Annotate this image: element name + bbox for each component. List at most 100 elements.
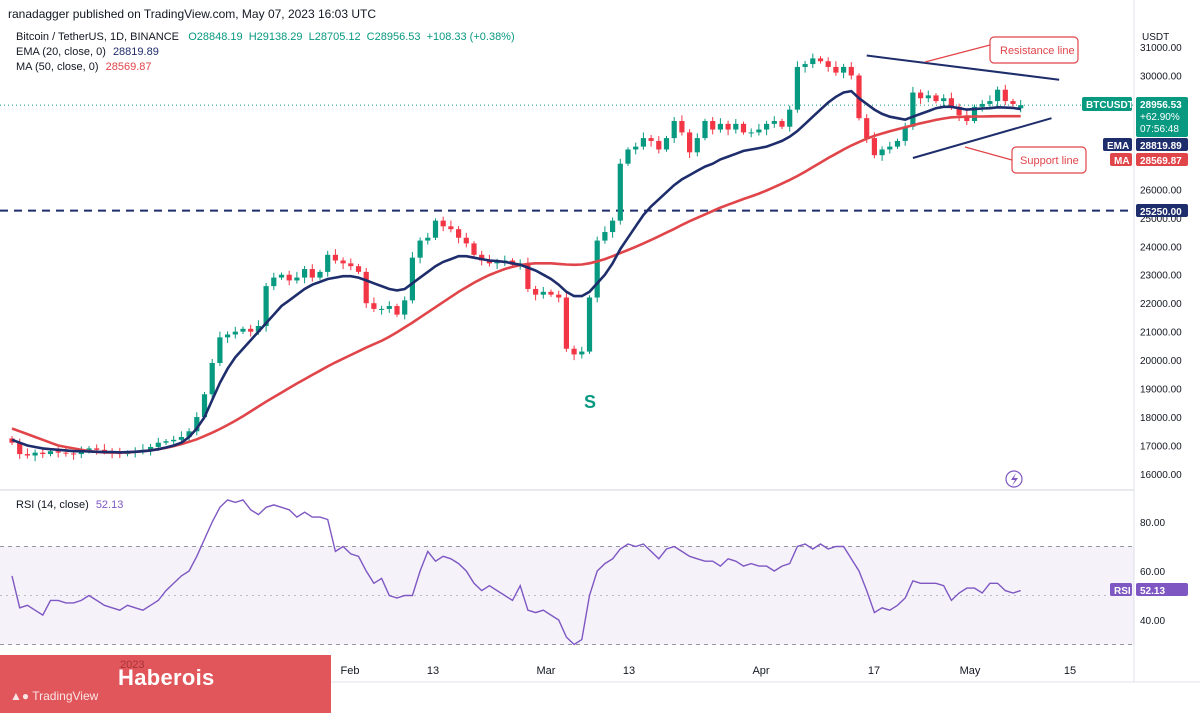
candle-body[interactable]	[825, 61, 831, 67]
candle-body[interactable]	[633, 146, 639, 150]
candle-body[interactable]	[194, 417, 200, 432]
candle-body[interactable]	[586, 297, 593, 352]
candle-body[interactable]	[556, 294, 562, 298]
candle-body[interactable]	[548, 291, 554, 295]
candle-body[interactable]	[764, 123, 770, 130]
candle-body[interactable]	[841, 66, 847, 73]
candle-body[interactable]	[94, 448, 100, 450]
candle-body[interactable]	[864, 118, 870, 139]
candle-body[interactable]	[302, 269, 308, 278]
candle-body[interactable]	[640, 138, 646, 147]
candle-body[interactable]	[24, 454, 30, 456]
candle-body[interactable]	[887, 146, 893, 150]
candle-body[interactable]	[663, 138, 670, 150]
candle-body[interactable]	[702, 121, 708, 139]
candle-body[interactable]	[725, 123, 731, 130]
ma-name-tag[interactable]	[1110, 153, 1132, 166]
candle-body[interactable]	[255, 325, 261, 332]
candle-body[interactable]	[101, 449, 107, 452]
candle-body[interactable]	[463, 237, 469, 244]
candle-body[interactable]	[309, 269, 315, 278]
btc-price-tag[interactable]	[1136, 97, 1188, 137]
candle-body[interactable]	[494, 261, 500, 264]
candle-body[interactable]	[740, 123, 747, 133]
candle-body[interactable]	[802, 64, 808, 67]
rsi-line[interactable]	[11, 499, 1021, 646]
candle-body[interactable]	[871, 138, 877, 156]
candle-body[interactable]	[602, 232, 608, 241]
rsi-price-tag[interactable]	[1136, 583, 1188, 596]
candle-body[interactable]	[694, 138, 700, 153]
candle-body[interactable]	[956, 106, 962, 116]
btc-symbol-tag[interactable]	[1082, 97, 1132, 111]
candle-body[interactable]	[756, 129, 762, 133]
candle-body[interactable]	[925, 95, 931, 99]
candle-body[interactable]	[902, 126, 908, 141]
candle-body[interactable]	[379, 308, 385, 310]
candle-body[interactable]	[348, 263, 354, 267]
candle-body[interactable]	[363, 271, 369, 304]
ema-price-tag[interactable]	[1136, 138, 1188, 151]
candle-body[interactable]	[386, 306, 392, 309]
candle-body[interactable]	[748, 132, 754, 134]
candle-body[interactable]	[225, 334, 231, 338]
candle-body[interactable]	[63, 452, 69, 454]
candle-body[interactable]	[987, 101, 993, 104]
candle-body[interactable]	[971, 106, 978, 122]
candle-body[interactable]	[317, 271, 323, 278]
candle-body[interactable]	[394, 306, 400, 315]
candle-body[interactable]	[894, 140, 901, 147]
candle-body[interactable]	[571, 348, 577, 355]
tradingview-logo[interactable]: ▲● TradingView	[10, 689, 99, 703]
candle-body[interactable]	[286, 274, 292, 281]
rsi-name-tag[interactable]	[1110, 583, 1132, 596]
candle-body[interactable]	[817, 58, 824, 62]
candle-body[interactable]	[1002, 89, 1008, 102]
candle-body[interactable]	[648, 138, 654, 141]
candle-body[interactable]	[679, 121, 685, 133]
candle-body[interactable]	[687, 132, 693, 153]
candle-body[interactable]	[610, 220, 616, 233]
candle-body[interactable]	[933, 95, 939, 102]
resistance-trendline[interactable]	[866, 54, 1060, 81]
candle-body[interactable]	[47, 451, 54, 455]
ema20-line[interactable]	[11, 89, 1021, 454]
ma-price-tag[interactable]	[1136, 153, 1188, 166]
ma-legend[interactable]: MA (50, close, 0) 28569.87	[16, 61, 152, 73]
candle-body[interactable]	[833, 66, 839, 73]
candle-body[interactable]	[671, 121, 677, 139]
candle-body[interactable]	[948, 98, 954, 107]
candle-body[interactable]	[656, 140, 662, 150]
candle-body[interactable]	[325, 254, 331, 272]
candle-body[interactable]	[779, 121, 785, 127]
candle-body[interactable]	[794, 66, 800, 110]
candle-body[interactable]	[1018, 105, 1024, 109]
candle-body[interactable]	[86, 448, 92, 452]
support-trendline[interactable]	[912, 117, 1052, 159]
level-price-tag[interactable]	[1136, 204, 1188, 217]
candle-body[interactable]	[456, 229, 462, 238]
candle-body[interactable]	[579, 351, 585, 355]
lightning-icon[interactable]	[1005, 470, 1023, 488]
candle-body[interactable]	[617, 163, 623, 221]
candle-body[interactable]	[17, 442, 23, 455]
candle-body[interactable]	[525, 263, 531, 289]
candle-body[interactable]	[40, 452, 46, 455]
candle-body[interactable]	[848, 66, 854, 76]
ema-name-tag[interactable]	[1103, 138, 1132, 151]
candle-body[interactable]	[432, 220, 439, 238]
candle-body[interactable]	[533, 288, 539, 295]
candle-body[interactable]	[409, 257, 415, 301]
candle-body[interactable]	[340, 260, 346, 264]
candle-body[interactable]	[148, 446, 154, 450]
candle-body[interactable]	[918, 92, 924, 99]
candle-body[interactable]	[163, 441, 169, 443]
candle-body[interactable]	[55, 451, 61, 453]
candle-body[interactable]	[995, 89, 1001, 102]
candle-body[interactable]	[563, 297, 569, 349]
candle-body[interactable]	[217, 337, 223, 363]
candle-body[interactable]	[440, 220, 446, 227]
candle-body[interactable]	[240, 328, 246, 332]
candle-body[interactable]	[201, 394, 208, 418]
